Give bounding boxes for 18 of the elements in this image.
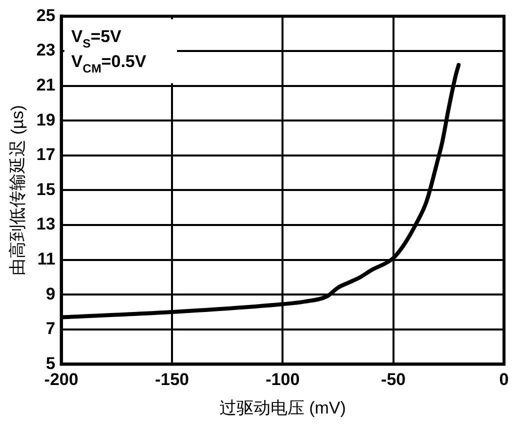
x-tick-label: -200 [44,370,78,390]
y-tick-label: 7 [46,319,56,338]
y-axis-title: 由高到低传输延迟 (µs) [8,105,27,276]
x-tick-label: -50 [381,370,406,390]
y-tick-label: 13 [36,214,56,234]
x-tick-label: -150 [154,370,189,390]
x-tick-label: 0 [499,370,509,390]
y-tick-label: 15 [36,180,56,199]
x-axis-title: 过驱动电压 (mV) [219,398,346,418]
y-tick-label: 21 [36,75,56,94]
y-tick-label: 11 [37,249,56,268]
y-tick-label: 25 [36,6,56,25]
y-tick-label: 17 [36,145,56,164]
y-tick-label: 23 [36,40,56,60]
x-tick-label: -100 [266,370,300,390]
y-tick-label: 5 [46,354,56,373]
y-tick-label: 19 [36,110,56,130]
y-tick-label: 9 [46,284,56,304]
